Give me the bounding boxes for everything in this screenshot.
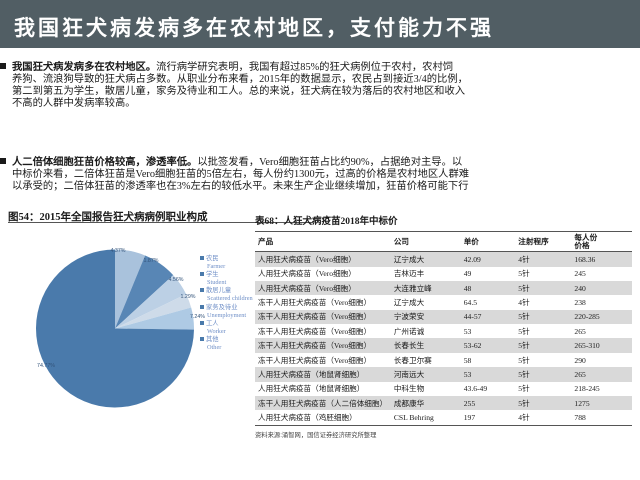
svg-text:4.37%: 4.37% — [110, 248, 125, 254]
svg-text:4.56%: 4.56% — [168, 277, 183, 283]
svg-text:1.87%: 1.87% — [143, 258, 158, 264]
svg-text:1.29%: 1.29% — [180, 294, 195, 300]
svg-text:74.77%: 74.77% — [37, 363, 55, 369]
